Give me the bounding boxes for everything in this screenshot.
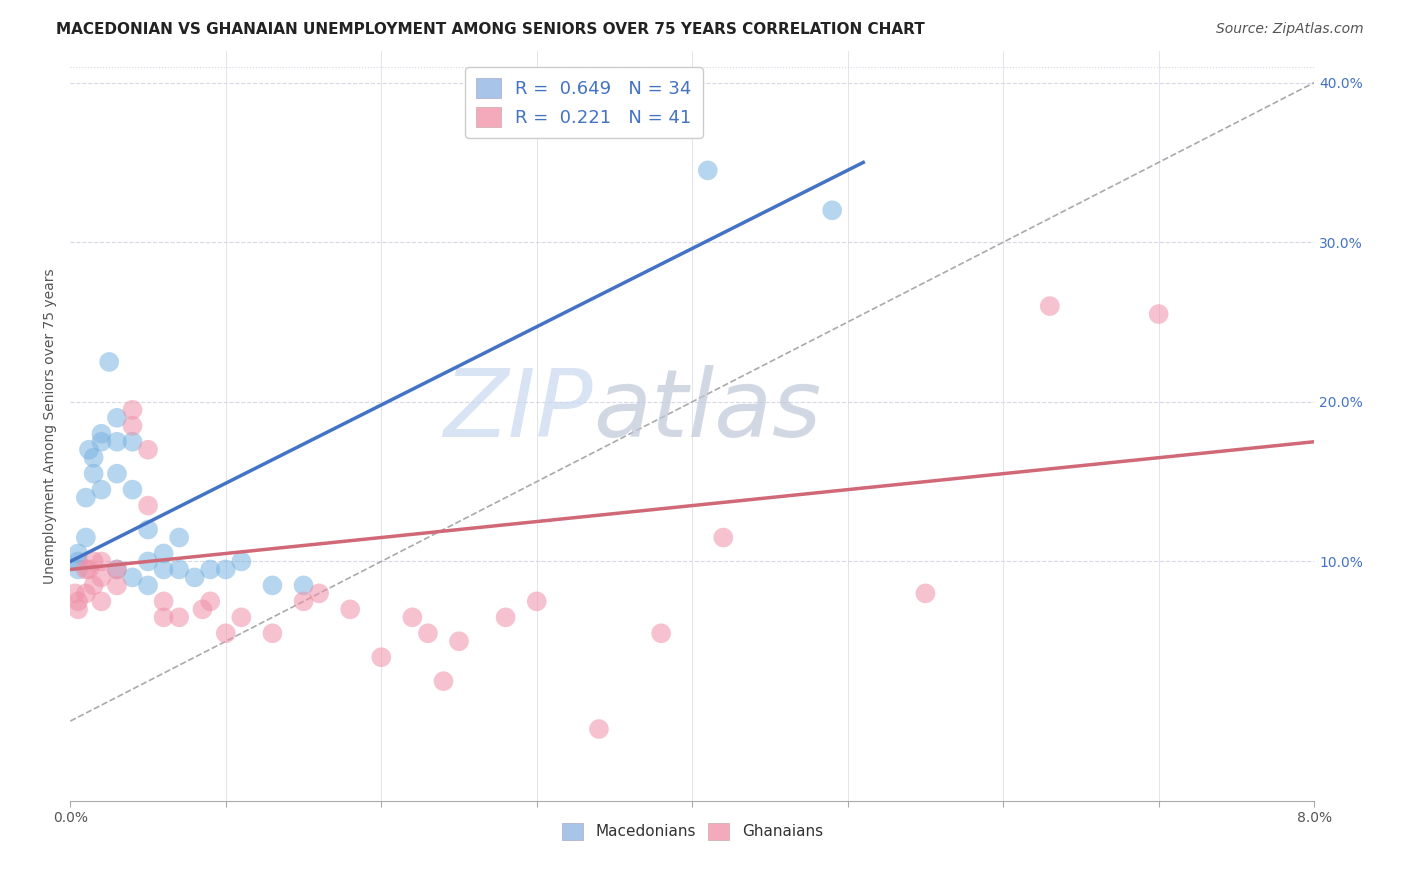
Point (292, 594, 315, 608)
Point (67, 546, 90, 560)
Point (121, 418, 143, 433)
Point (215, 562, 238, 576)
Point (83, 450, 105, 465)
Point (167, 562, 190, 576)
Point (105, 467, 128, 481)
Point (152, 562, 174, 576)
Point (105, 578, 128, 592)
Point (370, 650, 392, 665)
Point (231, 554, 253, 568)
Point (167, 610, 190, 624)
Point (90, 426, 112, 441)
Point (83, 578, 105, 592)
Point (90, 570, 112, 584)
Point (914, 586, 936, 600)
Point (75, 586, 97, 600)
Point (83, 467, 105, 481)
Point (105, 562, 128, 576)
Point (711, 531, 734, 545)
Text: MACEDONIAN VS GHANAIAN UNEMPLOYMENT AMONG SENIORS OVER 75 YEARS CORRELATION CHAR: MACEDONIAN VS GHANAIAN UNEMPLOYMENT AMON… (56, 22, 925, 37)
Point (136, 554, 159, 568)
Point (200, 594, 222, 608)
Point (121, 483, 143, 497)
Point (191, 602, 214, 616)
Point (90, 483, 112, 497)
Point (77, 442, 100, 457)
Point (292, 578, 315, 592)
Point (308, 586, 330, 600)
Point (447, 634, 470, 648)
Point (526, 594, 548, 608)
Text: atlas: atlas (593, 366, 821, 457)
Text: ZIP: ZIP (443, 366, 593, 457)
Legend: Macedonians, Ghanaians: Macedonians, Ghanaians (555, 817, 830, 846)
Point (495, 610, 517, 624)
Point (262, 626, 284, 640)
Point (200, 562, 222, 576)
Point (121, 570, 143, 584)
Point (1039, 299, 1062, 313)
Point (121, 402, 143, 417)
Point (67, 594, 90, 608)
Point (401, 610, 423, 624)
Point (262, 578, 284, 592)
Point (121, 434, 143, 449)
Point (231, 610, 253, 624)
Point (83, 554, 105, 568)
Point (416, 626, 439, 640)
Point (339, 602, 361, 616)
Point (105, 410, 128, 425)
Point (136, 442, 159, 457)
Point (136, 523, 159, 537)
Point (90, 434, 112, 449)
Point (75, 562, 97, 576)
Point (75, 531, 97, 545)
Point (136, 499, 159, 513)
Point (821, 203, 844, 218)
Text: Source: ZipAtlas.com: Source: ZipAtlas.com (1216, 22, 1364, 37)
Point (67, 562, 90, 576)
Point (152, 546, 174, 560)
Point (105, 562, 128, 576)
Point (67, 602, 90, 616)
Point (136, 578, 159, 592)
Point (75, 491, 97, 505)
Point (152, 610, 174, 624)
Point (215, 626, 238, 640)
Point (67, 554, 90, 568)
Point (1147, 307, 1170, 321)
Point (90, 554, 112, 568)
Point (77, 562, 100, 576)
Point (167, 531, 190, 545)
Point (90, 594, 112, 608)
Point (105, 434, 128, 449)
Point (152, 594, 174, 608)
Point (588, 722, 610, 736)
Point (696, 163, 718, 178)
Point (63, 586, 86, 600)
Point (432, 674, 454, 689)
Point (650, 626, 672, 640)
Point (183, 570, 205, 584)
Y-axis label: Unemployment Among Seniors over 75 years: Unemployment Among Seniors over 75 years (44, 268, 58, 583)
Point (98, 355, 121, 369)
